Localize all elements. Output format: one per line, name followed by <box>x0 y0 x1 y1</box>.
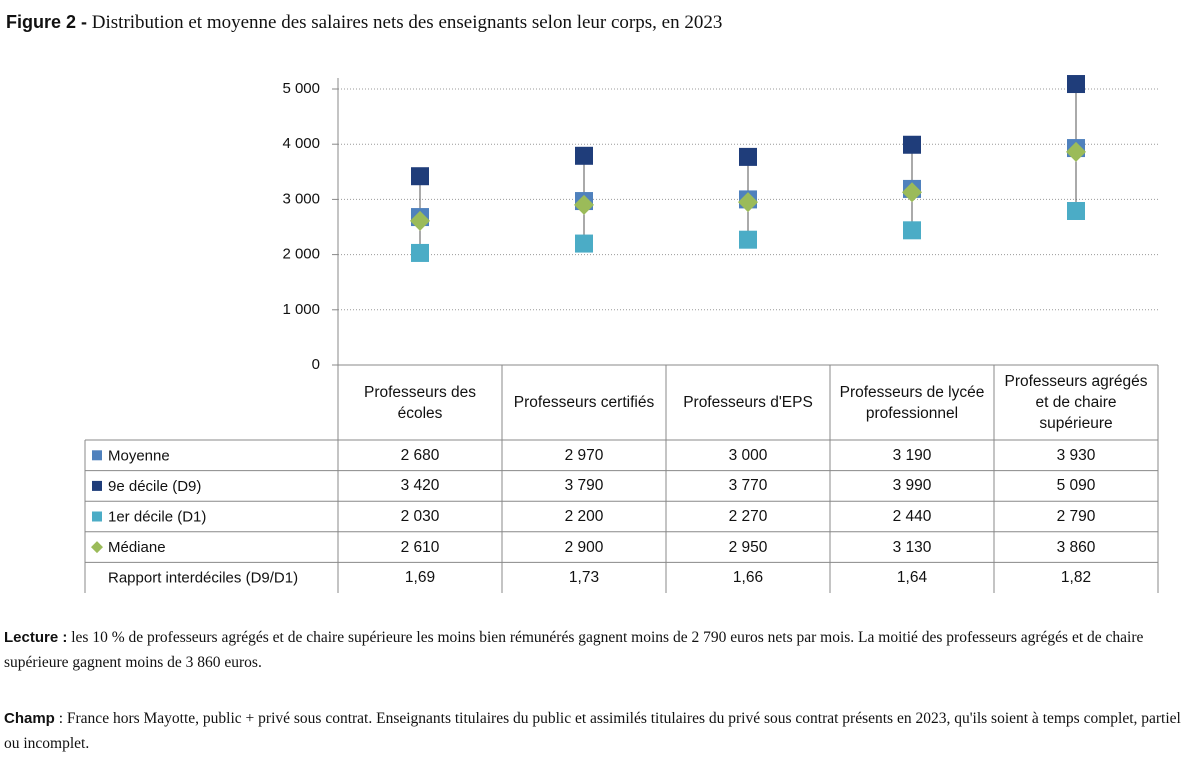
table-value: 3 000 <box>728 446 768 464</box>
marker-square <box>1067 75 1085 94</box>
table-value: 2 610 <box>400 538 440 556</box>
marker-square <box>575 234 593 253</box>
title-label: Figure 2 - <box>6 12 88 32</box>
legend-label: 1er décile (D1) <box>108 508 206 525</box>
category-header: Professeurs des écoles <box>364 383 476 422</box>
legend-label: Médiane <box>108 539 166 556</box>
table-value: 1,66 <box>732 569 764 587</box>
note-text: : France hors Mayotte, public + privé so… <box>4 710 1181 752</box>
legend-marker <box>92 450 102 461</box>
title: Figure 2 - Distribution et moyenne des s… <box>6 12 722 34</box>
table-value: 2 970 <box>564 446 604 464</box>
table-value: 3 420 <box>400 477 440 495</box>
note-label: Lecture : <box>4 629 68 646</box>
table-value: 2 680 <box>400 446 440 464</box>
y-tick-label: 3 000 <box>282 190 320 207</box>
category-header: Professeurs de lycée professionnel <box>839 383 985 422</box>
table-value: 2 440 <box>892 507 932 525</box>
table-value: 3 930 <box>1056 446 1096 464</box>
table-value: 1,82 <box>1060 569 1092 587</box>
note-text: les 10 % de professeurs agrégés et de ch… <box>4 629 1144 671</box>
legend-marker <box>92 511 102 522</box>
table-value: 3 190 <box>892 446 932 464</box>
table-value: 2 790 <box>1056 507 1096 525</box>
category-header: Professeurs agrégés et de chaire supérie… <box>1004 373 1148 432</box>
y-tick-label: 4 000 <box>282 135 320 152</box>
marker-diamond <box>1066 141 1086 162</box>
legend-marker <box>91 541 103 554</box>
note-lecture: Lecture : les 10 % de professeurs agrégé… <box>4 625 1189 675</box>
table-value: 5 090 <box>1056 477 1096 495</box>
table-value: 1,69 <box>404 569 436 587</box>
note-champ: Champ : France hors Mayotte, public + pr… <box>4 706 1189 756</box>
legend-label: 9e décile (D9) <box>108 478 201 495</box>
title-text: Distribution et moyenne des salaires net… <box>91 12 723 33</box>
table-value: 3 790 <box>564 477 604 495</box>
table-value: 1,64 <box>896 569 928 587</box>
table-value: 2 030 <box>400 507 440 525</box>
table-value: 3 860 <box>1056 538 1096 556</box>
marker-diamond <box>738 192 758 213</box>
table-value: 2 900 <box>564 538 604 556</box>
marker-square <box>1067 201 1085 220</box>
table-value: 2 270 <box>728 507 768 525</box>
legend-marker <box>92 480 102 491</box>
note-label: Champ <box>4 710 55 727</box>
table-value: 1,73 <box>568 569 600 587</box>
marker-square <box>903 135 921 154</box>
chart: 0 1 000 2 000 3 000 4 000 5 000 Moyenne 9e déci… <box>84 75 1159 593</box>
y-tick-label: 0 <box>312 356 320 373</box>
category-header: Professeurs d'EPS <box>683 394 813 411</box>
marker-diamond <box>902 182 922 203</box>
marker-diamond <box>574 194 594 215</box>
y-tick-label: 1 000 <box>282 301 320 318</box>
table-value: 3 130 <box>892 538 932 556</box>
legend-label: Moyenne <box>108 447 170 464</box>
marker-square <box>411 243 429 262</box>
marker-square <box>739 147 757 166</box>
marker-square <box>575 146 593 165</box>
category-header: Professeurs certifiés <box>513 394 655 411</box>
marker-diamond <box>410 210 430 231</box>
table-value: 2 950 <box>728 538 768 556</box>
y-tick-label: 2 000 <box>282 246 320 263</box>
table-value: 2 200 <box>564 507 604 525</box>
table-value: 3 990 <box>892 477 932 495</box>
marker-square <box>411 167 429 186</box>
marker-square <box>739 230 757 249</box>
table-value: 3 770 <box>728 477 768 495</box>
y-tick-label: 5 000 <box>282 80 320 97</box>
row-label: Rapport interdéciles (D9/D1) <box>108 570 298 587</box>
marker-square <box>903 221 921 240</box>
